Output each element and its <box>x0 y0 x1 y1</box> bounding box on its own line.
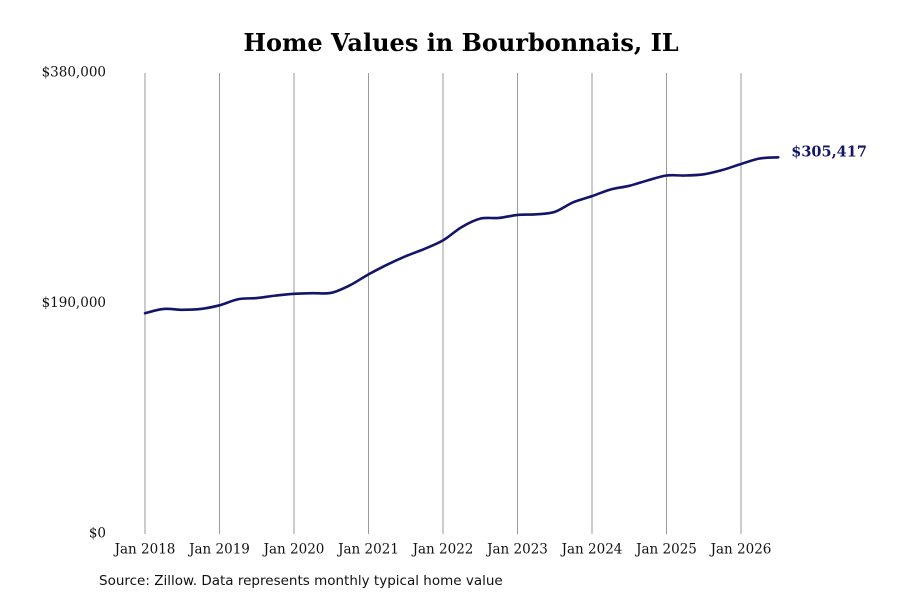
x-tick-label: Jan 2022 <box>411 542 474 558</box>
chart-title: Home Values in Bourbonnais, IL <box>243 28 679 57</box>
axis-tick-labels: Jan 2018 Jan 2019 Jan 2020 Jan 2021 Jan 2022… <box>42 65 772 558</box>
series-layer <box>143 156 780 315</box>
x-gridlines <box>144 73 742 534</box>
y-tick-label: $0 <box>89 526 106 542</box>
latest-value-label: $305,417 <box>791 143 867 160</box>
source-note: Source: Zillow. Data represents monthly … <box>99 573 503 589</box>
x-tick-label: Jan 2023 <box>485 542 548 558</box>
x-tick-label: Jan 2025 <box>634 542 697 558</box>
x-tick-label: Jan 2026 <box>709 542 772 558</box>
x-tick-label: Jan 2021 <box>336 542 399 558</box>
x-tick-label: Jan 2019 <box>187 542 250 558</box>
home-value-series-line <box>143 156 780 315</box>
y-tick-label: $190,000 <box>42 295 106 311</box>
x-tick-label: Jan 2024 <box>560 542 623 558</box>
x-tick-label: Jan 2018 <box>113 542 176 558</box>
x-tick-label: Jan 2020 <box>262 542 325 558</box>
y-tick-label: $380,000 <box>42 65 106 81</box>
end-value-layer: $305,417 <box>791 143 867 160</box>
